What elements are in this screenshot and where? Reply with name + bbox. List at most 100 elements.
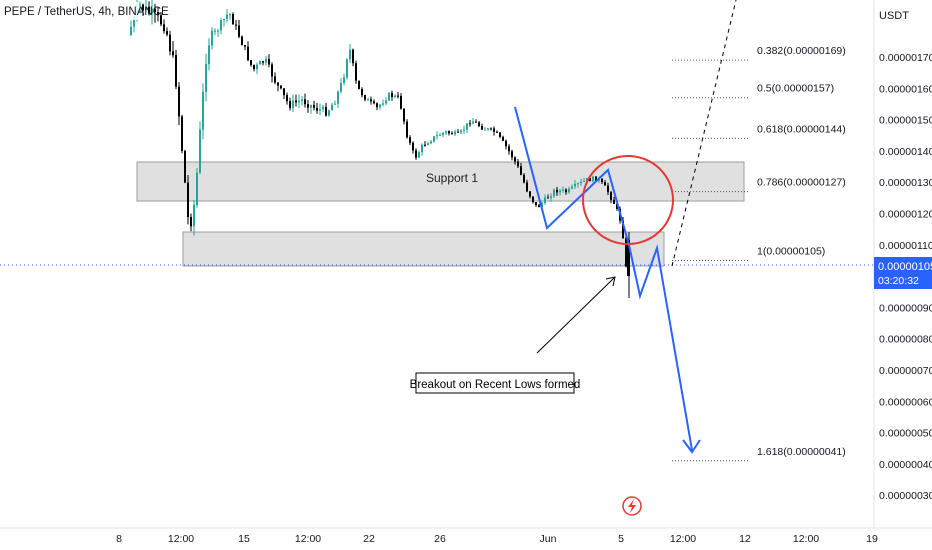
fib-level-label: 0.5(0.00000157) xyxy=(757,83,834,95)
time-tick-label: 22 xyxy=(363,533,375,545)
candle-body xyxy=(367,99,369,101)
candle-body xyxy=(613,199,615,204)
candle-body xyxy=(280,85,282,89)
candle-body xyxy=(433,136,435,142)
candle-body xyxy=(301,99,303,101)
candle-body xyxy=(511,151,513,158)
candle-body xyxy=(388,92,390,101)
candle-body xyxy=(580,181,582,184)
candle-body xyxy=(466,123,468,130)
candle-body xyxy=(172,51,174,56)
candle-body xyxy=(277,82,279,86)
fib-labels: 0.382(0.00000169) 0.5(0.00000157) 0.618(0.… xyxy=(757,45,846,458)
lightning-icon[interactable] xyxy=(622,496,642,516)
candle-body xyxy=(610,192,612,200)
candle-body xyxy=(442,132,444,136)
candle-body xyxy=(343,77,345,83)
candle-body xyxy=(544,197,546,203)
candle-body xyxy=(259,61,261,65)
candle-body xyxy=(529,191,531,197)
price-tick-label: 0.00000060 xyxy=(879,396,932,408)
candle-body xyxy=(418,152,420,158)
price-tick-label: 0.00000110 xyxy=(879,240,932,252)
candle-body xyxy=(478,122,480,126)
candle-body xyxy=(484,129,486,131)
candle-body xyxy=(559,190,561,193)
candle-body xyxy=(487,128,489,130)
current-price-value: 0.00000105 xyxy=(878,261,932,273)
candle-body xyxy=(601,179,603,183)
candle-body xyxy=(316,107,318,111)
dashed-projection-line[interactable] xyxy=(671,0,737,267)
time-tick-label: 12 xyxy=(739,533,751,545)
candle-body xyxy=(517,161,519,167)
candle-body xyxy=(148,6,150,14)
candle-body xyxy=(298,100,300,103)
candle-body xyxy=(181,116,183,151)
candle-body xyxy=(526,182,528,192)
candle-body xyxy=(481,125,483,130)
candle-body xyxy=(457,131,459,133)
annotation-arrow-line[interactable] xyxy=(536,277,615,354)
candle-body xyxy=(571,186,573,189)
candle-body xyxy=(463,129,465,131)
candle-body xyxy=(445,131,447,133)
candle-body xyxy=(394,95,396,98)
candle-body xyxy=(421,144,423,153)
candle-body xyxy=(364,95,366,100)
candle-body xyxy=(583,180,585,182)
candle-body xyxy=(319,109,321,111)
candle-body xyxy=(397,95,399,97)
candle-body xyxy=(334,103,336,105)
projection-arrowhead xyxy=(682,439,701,454)
candle-body xyxy=(190,217,192,227)
candle-body xyxy=(409,137,411,143)
price-tick-label: 0.00000120 xyxy=(879,209,932,221)
candle-body xyxy=(607,185,609,193)
symbol-title[interactable]: PEPE / TetherUS, 4h, BINANCE xyxy=(4,6,169,18)
candle-body xyxy=(175,55,177,87)
recent-lows-zone[interactable] xyxy=(182,231,665,267)
candle-body xyxy=(271,64,273,77)
time-tick-label: 12:00 xyxy=(670,533,696,545)
candle-body xyxy=(253,64,255,70)
candle-body xyxy=(499,132,501,137)
price-tick-label: 0.00000170 xyxy=(879,52,932,64)
candle-body xyxy=(283,88,285,96)
candle-body xyxy=(592,176,594,182)
candle-body xyxy=(415,150,417,158)
fib-level-label: 1(0.00000105) xyxy=(757,245,825,257)
price-tick-label: 0.00000080 xyxy=(879,334,932,346)
candle-body xyxy=(523,174,525,183)
candle-body xyxy=(199,129,201,173)
breakout-label-box[interactable] xyxy=(415,372,575,394)
candle-body xyxy=(355,63,357,81)
projection-path[interactable] xyxy=(514,106,693,451)
candle-body xyxy=(139,4,141,6)
price-labels: 0.00000170 0.00000160 0.00000150 0.00000140… xyxy=(879,52,932,502)
candle-body xyxy=(157,11,159,16)
price-axis[interactable]: USDT 0.000001700.000001600.000001500.000… xyxy=(873,0,932,528)
candle-body xyxy=(340,82,342,92)
candle-body xyxy=(151,8,153,14)
support-1-zone[interactable] xyxy=(136,161,745,202)
time-axis[interactable]: 8 12:00 15 12:00 22 26 Jun 5 12:00 12 12:00 19 xyxy=(0,527,932,550)
breakout-highlight-circle[interactable] xyxy=(582,155,674,245)
candle-body xyxy=(208,45,210,65)
candle-body xyxy=(226,14,228,20)
candle-body xyxy=(493,128,495,132)
time-tick-label: 15 xyxy=(238,533,250,545)
candle-body xyxy=(361,89,363,96)
candle-body xyxy=(454,131,456,135)
price-tick-label: 0.00000140 xyxy=(879,146,932,158)
candle-body xyxy=(292,100,294,108)
candle-body xyxy=(160,15,162,25)
price-tick-label: 0.00000040 xyxy=(879,459,932,471)
candle-body xyxy=(220,20,222,31)
candle-body xyxy=(460,130,462,133)
fib-level-label: 1.618(0.00000041) xyxy=(757,446,846,458)
fib-level-label: 0.786(0.00000127) xyxy=(757,177,846,189)
candle-body xyxy=(133,15,135,27)
candle-body xyxy=(451,133,453,135)
